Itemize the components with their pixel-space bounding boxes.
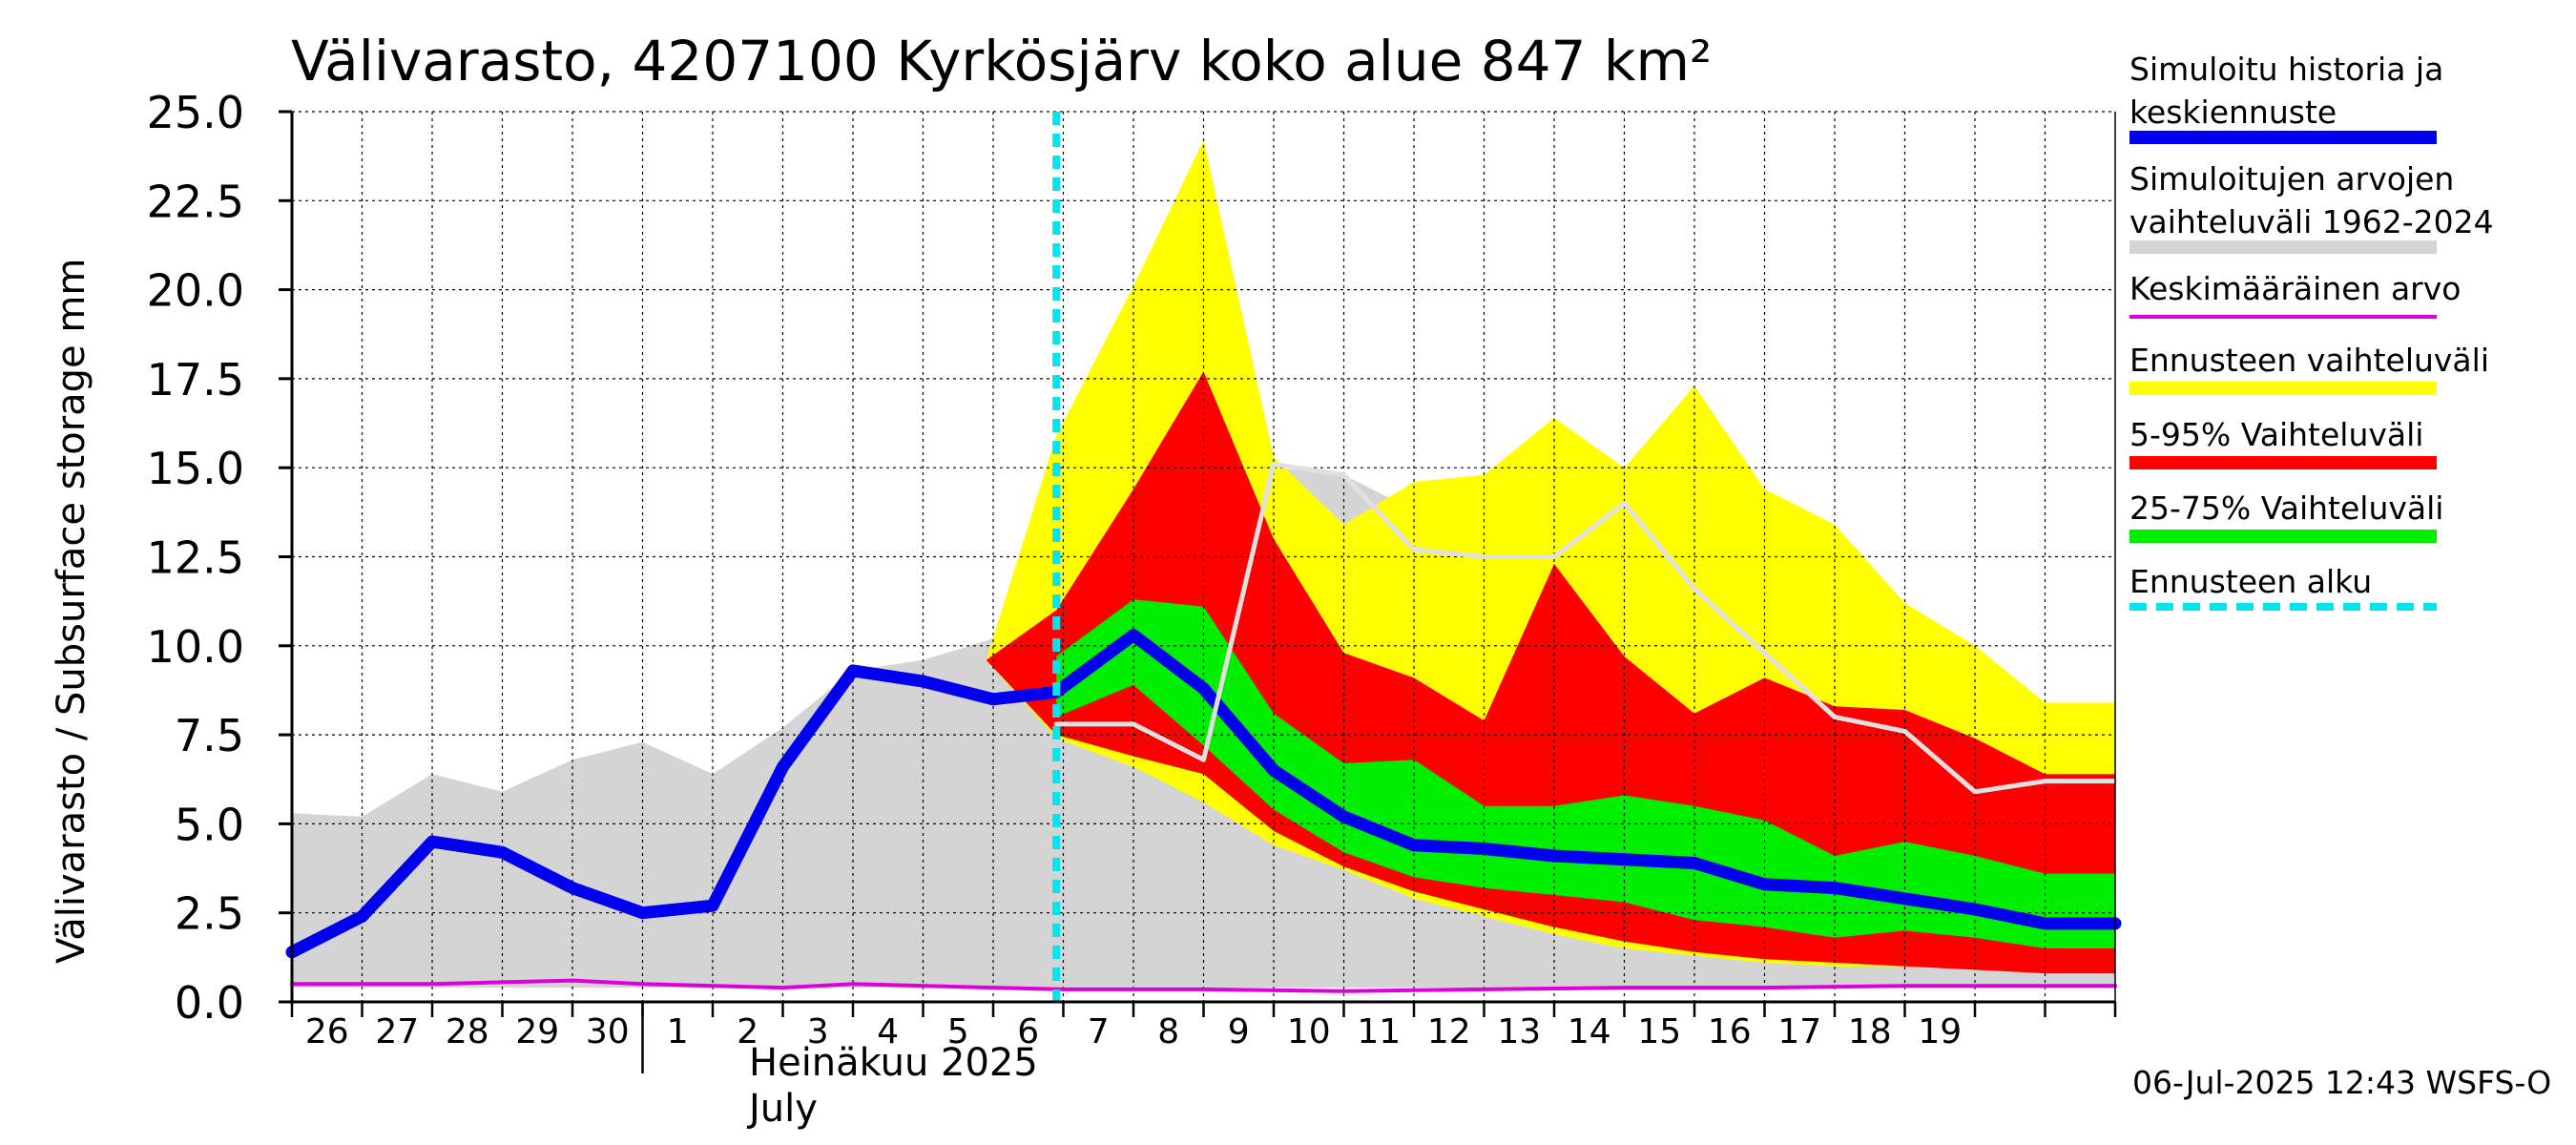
x-tick-label: 8 [1157,1012,1179,1051]
forecast-band-2 [1056,599,2115,948]
legend-swatch [2129,603,2437,611]
series-line-0 [285,629,2122,959]
x-tick-label: 16 [1708,1012,1752,1051]
series-layer [285,112,2122,1002]
legend-label: Ennusteen vaihteluväli [2129,342,2489,379]
legend-item-25-75: 25-75% Vaihteluväli [2129,487,2568,543]
x-tick-label: 17 [1777,1012,1821,1051]
legend-item-5-95: 5-95% Vaihteluväli [2129,413,2568,469]
x-tick-label: 2 [737,1012,758,1051]
x-tick-label: 18 [1848,1012,1892,1051]
y-tick-label: 7.5 [175,710,244,761]
legend-label: Simuloitu historia ja keskiennuste [2129,51,2444,131]
legend-item-history-range: Simuloitujen arvojen vaihteluväli 1962-2… [2129,157,2568,254]
series-line-2 [1053,462,2118,795]
x-tick-label: 7 [1088,1012,1110,1051]
month-label: Heinäkuu 2025 July [749,1041,1038,1131]
legend-item-history-forecast: Simuloitu historia ja keskiennuste [2129,48,2568,144]
legend-swatch [2129,530,2437,543]
legend-label: 5-95% Vaihteluväli [2129,416,2424,453]
x-tick-label: 29 [515,1012,559,1051]
x-tick-label: 27 [375,1012,419,1051]
x-tick-label: 1 [667,1012,689,1051]
x-tick-label: 15 [1637,1012,1681,1051]
x-tick-label: 10 [1287,1012,1331,1051]
legend-swatch [2129,240,2437,254]
x-tick-label: 19 [1918,1012,1962,1051]
legend-swatch [2129,131,2437,144]
x-tick-label: 12 [1427,1012,1471,1051]
y-tick-label: 0.0 [175,977,244,1029]
legend-swatch [2129,456,2437,469]
x-tick-label: 5 [947,1012,969,1051]
y-tick-label: 22.5 [147,176,244,227]
x-tick-label: 30 [586,1012,630,1051]
axis-layer: 0.0 2.5 5.0 7.5 10.0 12.5 15.0 17.5 20.0 22.5 25.0… [147,87,2117,1073]
legend-label: Simuloitujen arvojen vaihteluväli 1962-2… [2129,160,2494,240]
series-line-1 [290,978,2117,993]
legend-label: Keskimääräinen arvo [2129,270,2462,307]
legend-item-forecast-start: Ennusteen alku [2129,560,2568,611]
legend-swatch [2129,382,2437,395]
x-tick-label: 28 [446,1012,489,1051]
x-tick-label: 4 [877,1012,899,1051]
y-tick-label: 10.0 [147,621,244,673]
legend-label: Ennusteen alku [2129,563,2373,600]
chart-title: Välivarasto, 4207100 Kyrkösjärv koko alu… [291,29,1713,94]
legend-item-mean: Keskimääräinen arvo [2129,267,2568,319]
x-tick-label: 11 [1357,1012,1401,1051]
y-tick-label: 20.0 [147,265,244,317]
y-tick-label: 12.5 [147,532,244,584]
forecast-band-1 [986,371,2115,974]
y-tick-label: 25.0 [147,87,244,138]
legend-swatch [2129,315,2437,319]
y-axis-label: Välivarasto / Subsurface storage mm [50,258,93,964]
y-tick-label: 17.5 [147,354,244,406]
x-tick-label: 26 [305,1012,349,1051]
y-tick-label: 15.0 [147,443,244,494]
y-tick-label: 5.0 [175,799,244,850]
x-tick-label: 13 [1497,1012,1541,1051]
x-tick-label: 3 [807,1012,829,1051]
x-tick-label: 6 [1017,1012,1039,1051]
y-tick-label: 2.5 [175,888,244,940]
legend-item-forecast-range: Ennusteen vaihteluväli [2129,339,2568,395]
x-tick-label: 9 [1228,1012,1250,1051]
x-tick-label: 14 [1568,1012,1611,1051]
legend-label: 25-75% Vaihteluväli [2129,489,2444,527]
timestamp-footer: 06-Jul-2025 12:43 WSFS-O [2132,1064,2552,1101]
